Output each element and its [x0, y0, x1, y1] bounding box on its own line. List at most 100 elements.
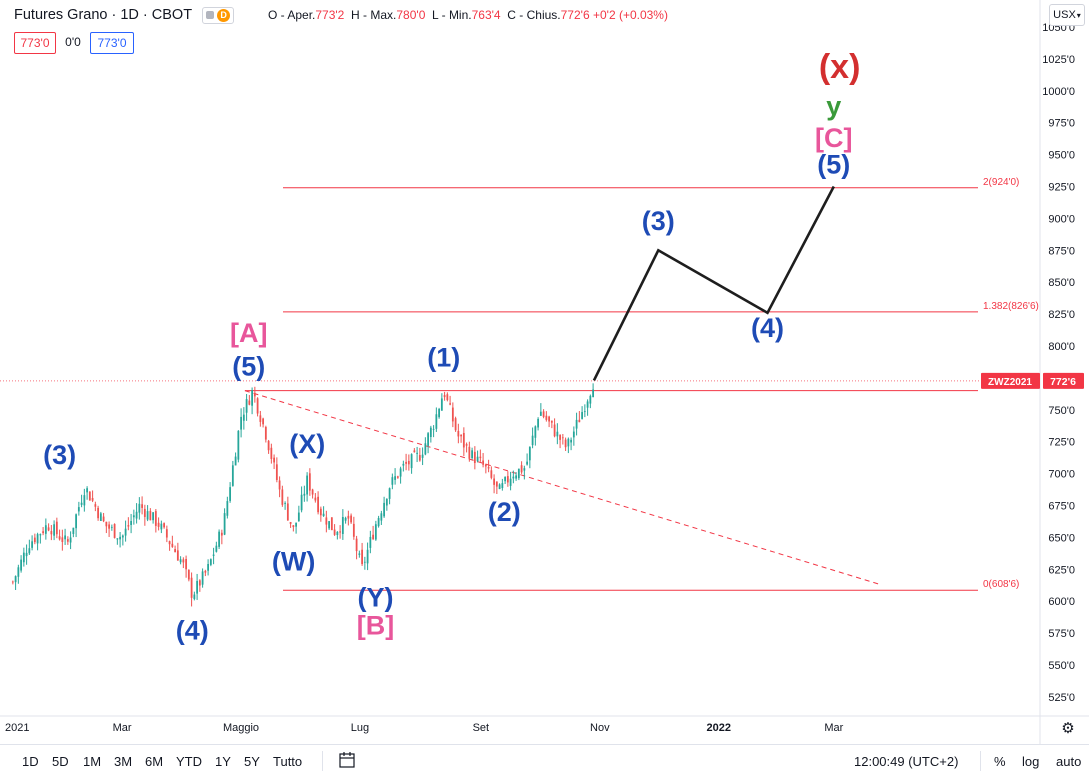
- candle-body: [385, 498, 388, 506]
- candle-body: [583, 411, 586, 413]
- market-status-icon: [206, 11, 215, 19]
- candle-body: [308, 473, 311, 491]
- candle-body: [493, 478, 495, 485]
- candle-body: [462, 432, 465, 448]
- candle-body: [94, 504, 97, 507]
- candle-body: [105, 521, 108, 527]
- candle-body: [267, 440, 270, 451]
- range-5y[interactable]: 5Y: [244, 754, 260, 769]
- currency-selector[interactable]: USX ▾: [1049, 4, 1085, 26]
- candle-body: [182, 559, 185, 563]
- candle-body: [339, 531, 341, 533]
- range-3m[interactable]: 3M: [114, 754, 133, 769]
- candle-body: [58, 536, 61, 540]
- candle-body: [88, 491, 91, 501]
- candle-body: [504, 477, 506, 482]
- candle-body: [592, 389, 594, 398]
- goto-date-icon[interactable]: [338, 751, 356, 772]
- candle-body: [193, 594, 196, 599]
- delay-badge[interactable]: D: [202, 6, 235, 24]
- candle-body: [97, 507, 99, 519]
- range-6m[interactable]: 6M: [145, 754, 164, 769]
- auto-scale-toggle[interactable]: auto: [1056, 754, 1082, 769]
- wave-label: (x): [819, 48, 861, 86]
- candle-body: [91, 497, 94, 501]
- candle-body: [149, 510, 152, 521]
- candle-body: [174, 549, 176, 553]
- candle-body: [270, 447, 273, 459]
- buy-price-button[interactable]: 773'0: [90, 32, 134, 54]
- utc-clock[interactable]: 12:00:49 (UTC+2): [854, 754, 959, 769]
- candle-body: [152, 512, 154, 521]
- wave-label: (X): [289, 429, 325, 459]
- candle-body: [581, 412, 583, 419]
- candle-body: [314, 497, 317, 501]
- range-all[interactable]: Tutto: [273, 754, 303, 769]
- y-tick-label: 925'0: [1048, 182, 1075, 194]
- candle-body: [215, 545, 218, 552]
- candle-body: [36, 534, 39, 544]
- x-tick-label: Maggio: [223, 722, 259, 734]
- settings-gear-icon: ⚙: [1061, 720, 1074, 737]
- candle-body: [572, 431, 575, 438]
- candle-body: [347, 515, 350, 519]
- candle-body: [377, 518, 380, 527]
- range-5d[interactable]: 5D: [52, 754, 69, 769]
- candle-body: [281, 489, 284, 505]
- spread-value: 0'0: [65, 35, 81, 49]
- candle-body: [284, 503, 286, 504]
- wave-projection-path: [592, 185, 835, 382]
- candle-body: [407, 460, 410, 465]
- wave-label: [B]: [357, 610, 394, 640]
- sell-price-button[interactable]: 773'0: [14, 32, 56, 54]
- log-scale-toggle[interactable]: log: [1022, 754, 1040, 769]
- candle-body: [468, 446, 471, 459]
- candle-body: [160, 523, 163, 530]
- y-tick-label: 900'0: [1048, 213, 1075, 225]
- candle-body: [311, 489, 314, 495]
- candle-body: [498, 484, 501, 490]
- candle-body: [451, 407, 454, 422]
- symbol-title[interactable]: Futures Grano · 1D · CBOT: [14, 7, 193, 23]
- y-tick-label: 1000'0: [1042, 86, 1075, 98]
- candle-body: [110, 526, 113, 528]
- candle-body: [545, 415, 548, 420]
- candle-body: [132, 515, 135, 518]
- wave-label: (5): [817, 150, 850, 180]
- candle-body: [42, 531, 44, 534]
- candle-body: [561, 437, 564, 439]
- candle-body: [248, 400, 251, 405]
- candle-body: [325, 517, 328, 525]
- x-tick-label: Mar: [113, 722, 132, 734]
- y-tick-label: 650'0: [1048, 532, 1075, 544]
- candle-body: [548, 416, 550, 422]
- candle-body: [44, 525, 47, 534]
- range-1m[interactable]: 1M: [83, 754, 102, 769]
- candle-body: [487, 467, 490, 469]
- wave-label: (2): [488, 497, 521, 527]
- candle-body: [25, 552, 28, 557]
- candle-body: [306, 475, 308, 495]
- candle-body: [564, 439, 567, 448]
- candle-body: [506, 476, 509, 483]
- candle-body: [47, 527, 50, 531]
- candle-body: [443, 395, 446, 398]
- candle-body: [146, 511, 149, 520]
- range-1d[interactable]: 1D: [22, 754, 39, 769]
- percent-scale-toggle[interactable]: %: [994, 754, 1006, 769]
- open-value: 773'2: [315, 8, 345, 22]
- candle-body: [273, 457, 275, 463]
- candle-body: [127, 525, 130, 527]
- candle-body: [83, 495, 86, 506]
- y-tick-label: 825'0: [1048, 309, 1075, 321]
- candle-body: [512, 476, 515, 479]
- range-ytd[interactable]: YTD: [176, 754, 202, 769]
- low-label: L - Min.: [432, 8, 472, 22]
- close-value: 772'6: [560, 8, 590, 22]
- range-1y[interactable]: 1Y: [215, 754, 231, 769]
- wave-label: (4): [751, 313, 784, 343]
- candle-body: [14, 576, 17, 583]
- candle-body: [204, 570, 207, 573]
